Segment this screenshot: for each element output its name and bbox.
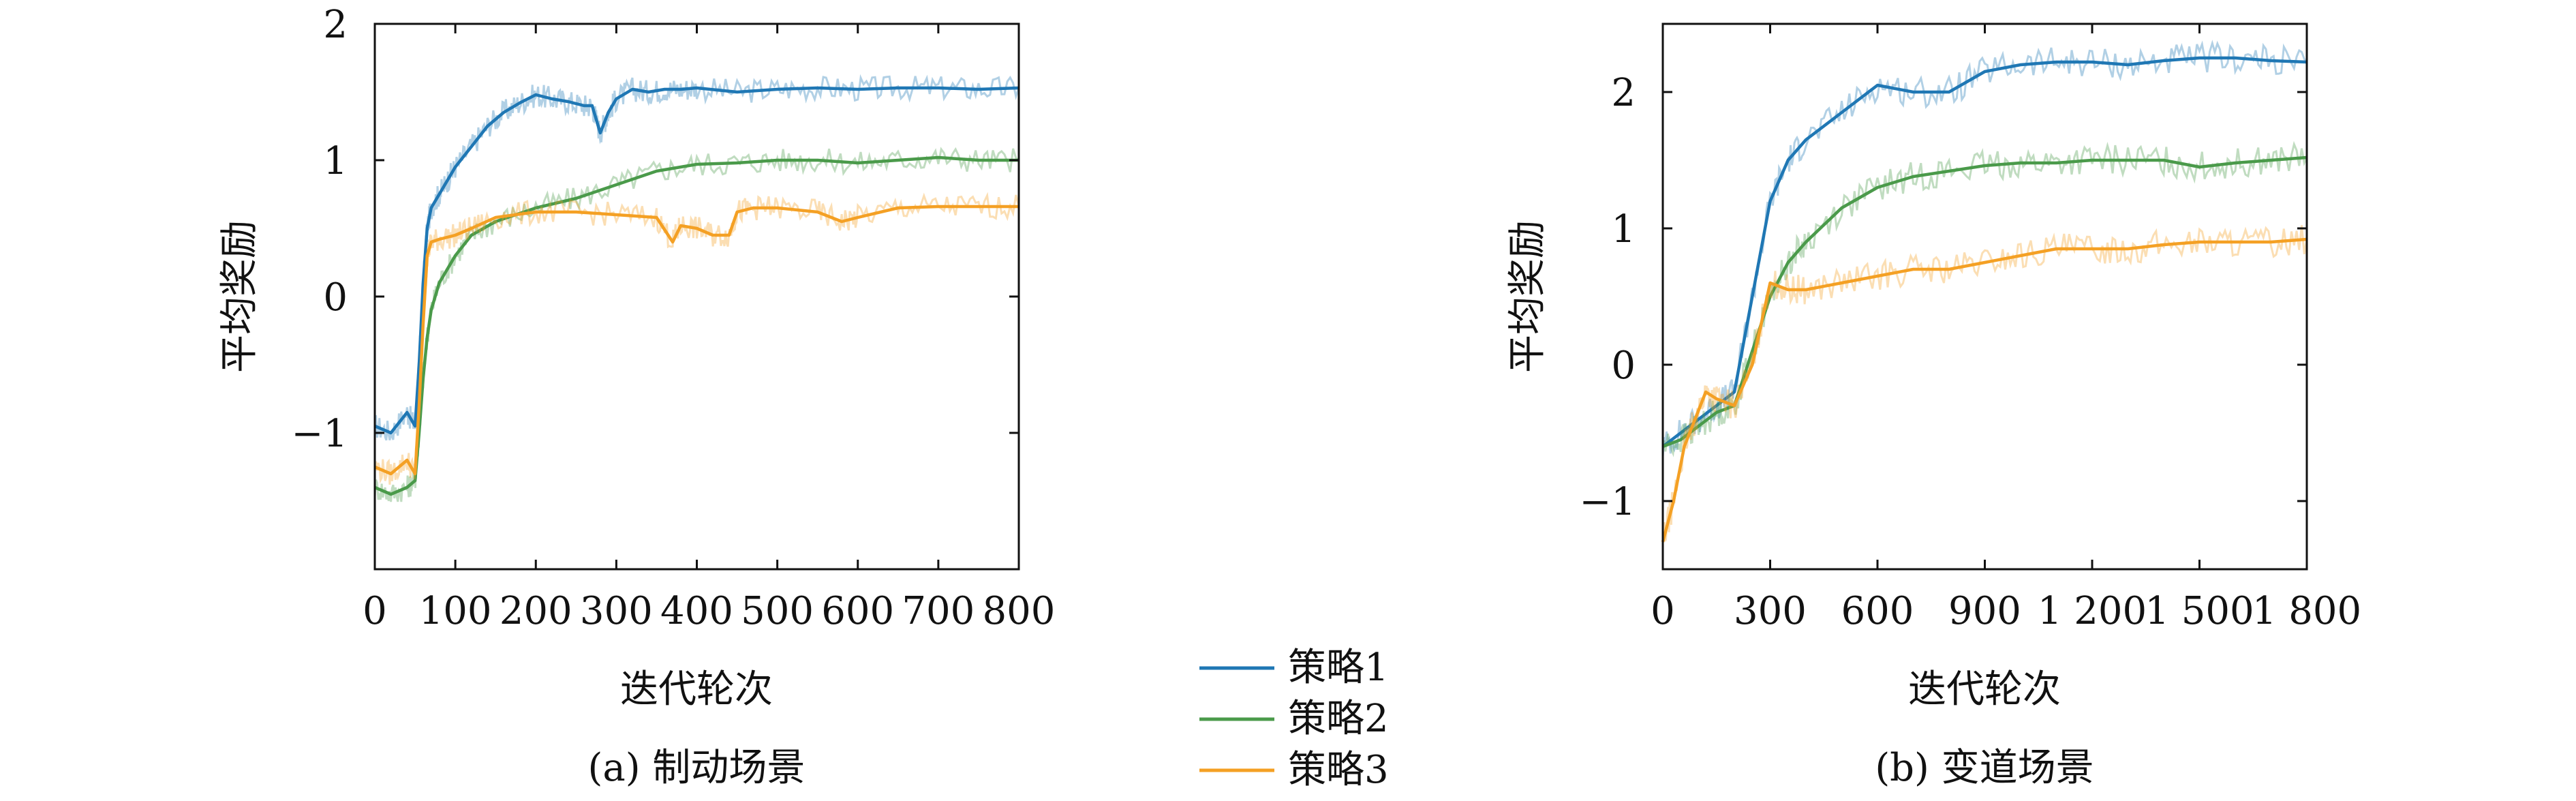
plot-frame [373, 22, 1020, 571]
y-tick-label: 1 [323, 139, 348, 183]
y-tick-label: 0 [1611, 344, 1636, 388]
series-layer [1661, 40, 2308, 543]
x-tick-label: 0 [363, 589, 387, 633]
x-tick-label: 1 200 [2038, 589, 2147, 633]
x-tick-label: 100 [419, 589, 492, 633]
series-noise-line [374, 74, 1020, 441]
legend-label: 策略1 [1288, 646, 1389, 690]
series-line [1662, 155, 2307, 449]
x-tick-label: 900 [1948, 589, 2021, 633]
y-tick-label: −1 [1579, 480, 1636, 524]
legend-entry: 策略1 [1199, 646, 1389, 690]
x-tick-label: 1 800 [2252, 589, 2361, 633]
legend-label: 策略2 [1288, 697, 1389, 741]
x-tick-label: 600 [821, 589, 894, 633]
x-tick-label: 400 [660, 589, 733, 633]
x-tick-label: 200 [500, 589, 572, 633]
series-line [374, 86, 1019, 435]
series-line [374, 155, 1019, 496]
plot-frame [1661, 22, 2308, 571]
x-axis-label: 迭代轮次 [620, 667, 773, 712]
series-noise-line [1661, 140, 2308, 457]
series-line [374, 205, 1019, 476]
y-tick-label: 0 [323, 275, 348, 320]
y-axis-label: 平均奖励 [217, 220, 262, 373]
legend-entry: 策略3 [1199, 748, 1389, 792]
y-tick-label: −1 [291, 412, 348, 456]
panel-caption: (a) 制动场景 [588, 746, 806, 790]
legend: 策略1 策略2 策略3 [1199, 646, 1389, 792]
x-tick-label: 0 [1651, 589, 1675, 633]
chart-panel-braking: 0 100 200 300 400 500 600 700 800 −1 0 1 2 平均奖励 迭代轮次… [217, 3, 1055, 790]
series-line [1661, 237, 2307, 543]
legend-label: 策略3 [1288, 748, 1389, 792]
panel-caption: (b) 变道场景 [1875, 746, 2094, 790]
x-axis-label: 迭代轮次 [1908, 667, 2061, 712]
x-tick-label: 600 [1841, 589, 1914, 633]
y-tick-label: 1 [1611, 207, 1636, 252]
ticks-layer: 0 100 200 300 400 500 600 700 800 −1 0 1 2 [291, 3, 1055, 633]
series-noise-line [1661, 225, 2308, 542]
y-tick-label: 2 [1611, 71, 1636, 115]
x-tick-label: 500 [741, 589, 814, 633]
series-layer [373, 74, 1020, 502]
x-tick-label: 800 [983, 589, 1056, 633]
y-axis-label: 平均奖励 [1505, 220, 1550, 373]
x-tick-label: 1 500 [2145, 589, 2254, 633]
x-tick-label: 300 [1734, 589, 1807, 633]
x-tick-label: 300 [580, 589, 653, 633]
legend-entry: 策略2 [1199, 697, 1389, 741]
x-tick-label: 700 [902, 589, 975, 633]
series-noise-line [373, 192, 1020, 485]
y-tick-label: 2 [323, 3, 348, 47]
series-line [1661, 56, 2307, 448]
